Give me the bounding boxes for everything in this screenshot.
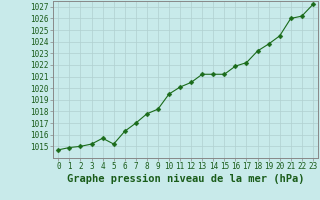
X-axis label: Graphe pression niveau de la mer (hPa): Graphe pression niveau de la mer (hPa) (67, 174, 304, 184)
